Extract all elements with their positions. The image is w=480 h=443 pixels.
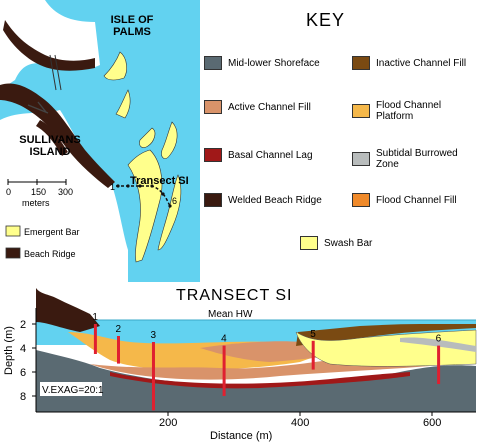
key-item-mid-lower-shoreface: Mid-lower Shoreface — [204, 56, 320, 70]
transect-point — [116, 184, 120, 188]
core-label: 4 — [221, 334, 227, 345]
sullivans-beach-ridge-small — [36, 120, 68, 156]
mean-hw-label: Mean HW — [208, 309, 253, 320]
emergent-bar-2 — [115, 89, 131, 119]
key-swatch — [204, 56, 222, 70]
isle-of-palms-beach-ridge — [3, 20, 95, 71]
key-swatch — [204, 148, 222, 162]
transect-start-label: 1 — [110, 182, 115, 192]
key-label: Inactive Channel Fill — [376, 57, 467, 69]
core-label: 3 — [150, 330, 156, 341]
core-label: 6 — [436, 334, 442, 345]
y-axis-label: Depth (m) — [3, 326, 15, 375]
legend-swatch-beach-ridge — [5, 247, 21, 259]
cores: 1 2 3 4 5 6 — [92, 312, 442, 411]
sullivans-island-land — [0, 110, 110, 202]
transect-point — [161, 192, 165, 196]
key-label: Swash Bar — [324, 237, 373, 249]
key-item-flood-channel-platform: Flood Channel Platform — [352, 100, 480, 122]
isle-of-palms-label: ISLE OF PALMS — [110, 14, 154, 38]
key-swatch — [352, 56, 370, 70]
transect-point — [168, 204, 172, 208]
key-label: Welded Beach Ridge — [228, 194, 322, 206]
legend-label-beach-ridge: Beach Ridge — [24, 249, 76, 259]
core-label: 1 — [92, 312, 98, 323]
x-tick-label: 200 — [159, 417, 177, 429]
key-label: Basal Channel Lag — [228, 149, 313, 161]
sullivans-island-label: SULLIVANS ISLAND — [19, 134, 81, 158]
mid-lower-shoreface — [36, 350, 476, 412]
y-tick-label: 2 — [20, 319, 26, 331]
key-item-subtidal-burrowed-zone: Subtidal Burrowed Zone — [352, 148, 480, 170]
transect-cross-section: V.EXAG=20:1 Mean HW 2 4 6 8 200 400 600 1 2 3 4 5… — [3, 288, 477, 442]
key-title: KEY — [306, 10, 346, 30]
x-tick-label: 400 — [291, 417, 309, 429]
bridge-line-1 — [49, 54, 57, 91]
key-item-inactive-channel-fill: Inactive Channel Fill — [352, 56, 466, 70]
transect-title: TRANSECT SI — [176, 287, 293, 304]
key-item-welded-beach-ridge: Welded Beach Ridge — [204, 193, 322, 207]
key-swatch — [300, 236, 318, 250]
x-tick-label: 600 — [423, 417, 441, 429]
exaggeration-box — [40, 382, 102, 396]
transect-point — [138, 184, 142, 188]
lower-land-edge — [110, 180, 128, 282]
legend-label-emergent-bar: Emergent Bar — [24, 227, 80, 237]
legend-swatch-emergent-bar — [5, 225, 21, 237]
emergent-bar-6 — [157, 174, 182, 251]
transect-end-label: 6 — [172, 196, 177, 206]
transect-label: Transect SI — [130, 175, 189, 187]
transect-point — [126, 184, 130, 188]
scale-unit: meters — [22, 198, 50, 208]
emergent-bar-3 — [139, 127, 156, 148]
core-label: 5 — [310, 329, 316, 340]
key-swatch — [352, 193, 370, 207]
key-label: Mid-lower Shoreface — [228, 57, 320, 69]
y-tick-label: 6 — [20, 367, 26, 379]
key-label: Active Channel Fill — [228, 101, 311, 113]
y-tick-label: 8 — [20, 391, 26, 403]
key-item-flood-channel-fill: Flood Channel Fill — [352, 193, 457, 207]
key-item-swash-bar: Swash Bar — [300, 236, 372, 250]
key-label: Flood Channel Platform — [376, 100, 442, 122]
subtidal-burrowed-zone — [400, 337, 476, 352]
emergent-bar-4 — [161, 121, 178, 159]
emergent-bar-1 — [103, 51, 127, 81]
scale-tick-label: 300 — [58, 187, 73, 197]
key-swatch — [352, 104, 370, 118]
basal-channel-lag — [110, 372, 410, 389]
north-arrow-icon — [27, 101, 49, 114]
scale-tick-label: 0 — [6, 187, 11, 197]
key-swatch — [204, 100, 222, 114]
key-swatch — [204, 193, 222, 207]
x-ticks: 200 400 600 — [159, 412, 441, 429]
sullivans-beach-ridge — [0, 83, 115, 188]
key-item-basal-channel-lag: Basal Channel Lag — [204, 148, 313, 162]
key-swatch — [352, 152, 370, 166]
exaggeration-label: V.EXAG=20:1 — [42, 385, 104, 396]
inactive-channel-fill — [296, 324, 476, 346]
key-label: Flood Channel Fill — [376, 194, 457, 206]
x-axis-label: Distance (m) — [210, 430, 272, 442]
welded-beach-ridge — [36, 288, 100, 332]
bridge-line-2 — [54, 54, 62, 91]
key-label: Subtidal Burrowed Zone — [376, 148, 458, 170]
y-tick-label: 4 — [20, 343, 26, 355]
emergent-bar-5 — [127, 149, 163, 263]
key-item-active-channel-fill: Active Channel Fill — [204, 100, 311, 114]
location-map: 0 150 300 meters Transect SI 1 6 Emergen… — [0, 0, 200, 282]
core-label: 2 — [116, 324, 122, 335]
y-ticks: 2 4 6 8 — [20, 319, 36, 403]
scale-tick-label: 150 — [31, 187, 46, 197]
transect-point — [150, 184, 154, 188]
